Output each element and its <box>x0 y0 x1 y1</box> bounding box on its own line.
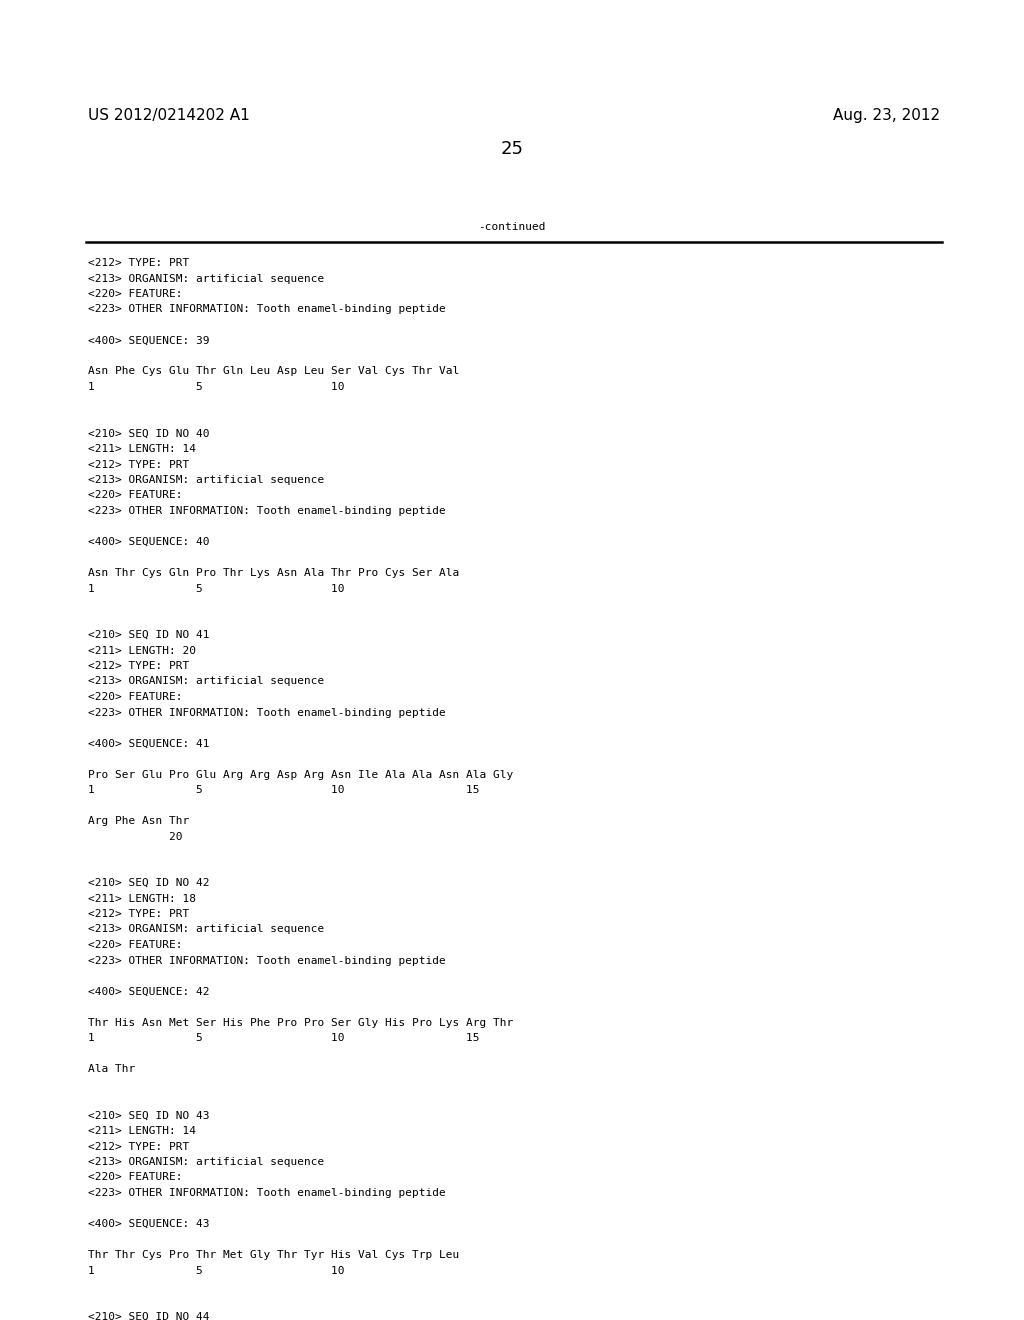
Text: <400> SEQUENCE: 39: <400> SEQUENCE: 39 <box>88 335 210 346</box>
Text: 20: 20 <box>88 832 182 842</box>
Text: <211> LENGTH: 14: <211> LENGTH: 14 <box>88 444 196 454</box>
Text: <212> TYPE: PRT: <212> TYPE: PRT <box>88 459 189 470</box>
Text: <210> SEQ ID NO 42: <210> SEQ ID NO 42 <box>88 878 210 888</box>
Text: <220> FEATURE:: <220> FEATURE: <box>88 289 182 300</box>
Text: <211> LENGTH: 20: <211> LENGTH: 20 <box>88 645 196 656</box>
Text: <400> SEQUENCE: 40: <400> SEQUENCE: 40 <box>88 537 210 546</box>
Text: <213> ORGANISM: artificial sequence: <213> ORGANISM: artificial sequence <box>88 475 325 484</box>
Text: <212> TYPE: PRT: <212> TYPE: PRT <box>88 1142 189 1151</box>
Text: Aug. 23, 2012: Aug. 23, 2012 <box>833 108 940 123</box>
Text: <210> SEQ ID NO 43: <210> SEQ ID NO 43 <box>88 1110 210 1121</box>
Text: 1               5                   10                  15: 1 5 10 15 <box>88 1034 479 1043</box>
Text: 1               5                   10: 1 5 10 <box>88 381 344 392</box>
Text: <223> OTHER INFORMATION: Tooth enamel-binding peptide: <223> OTHER INFORMATION: Tooth enamel-bi… <box>88 956 445 965</box>
Text: <211> LENGTH: 18: <211> LENGTH: 18 <box>88 894 196 903</box>
Text: <220> FEATURE:: <220> FEATURE: <box>88 940 182 950</box>
Text: <210> SEQ ID NO 41: <210> SEQ ID NO 41 <box>88 630 210 640</box>
Text: 1               5                   10: 1 5 10 <box>88 583 344 594</box>
Text: 1               5                   10                  15: 1 5 10 15 <box>88 785 479 795</box>
Text: <212> TYPE: PRT: <212> TYPE: PRT <box>88 661 189 671</box>
Text: Thr Thr Cys Pro Thr Met Gly Thr Tyr His Val Cys Trp Leu: Thr Thr Cys Pro Thr Met Gly Thr Tyr His … <box>88 1250 459 1261</box>
Text: <400> SEQUENCE: 41: <400> SEQUENCE: 41 <box>88 738 210 748</box>
Text: <213> ORGANISM: artificial sequence: <213> ORGANISM: artificial sequence <box>88 273 325 284</box>
Text: <213> ORGANISM: artificial sequence: <213> ORGANISM: artificial sequence <box>88 676 325 686</box>
Text: 1               5                   10: 1 5 10 <box>88 1266 344 1275</box>
Text: <210> SEQ ID NO 40: <210> SEQ ID NO 40 <box>88 429 210 438</box>
Text: <211> LENGTH: 14: <211> LENGTH: 14 <box>88 1126 196 1137</box>
Text: <223> OTHER INFORMATION: Tooth enamel-binding peptide: <223> OTHER INFORMATION: Tooth enamel-bi… <box>88 506 445 516</box>
Text: <213> ORGANISM: artificial sequence: <213> ORGANISM: artificial sequence <box>88 924 325 935</box>
Text: Ala Thr: Ala Thr <box>88 1064 135 1074</box>
Text: <212> TYPE: PRT: <212> TYPE: PRT <box>88 257 189 268</box>
Text: US 2012/0214202 A1: US 2012/0214202 A1 <box>88 108 250 123</box>
Text: <223> OTHER INFORMATION: Tooth enamel-binding peptide: <223> OTHER INFORMATION: Tooth enamel-bi… <box>88 708 445 718</box>
Text: Asn Thr Cys Gln Pro Thr Lys Asn Ala Thr Pro Cys Ser Ala: Asn Thr Cys Gln Pro Thr Lys Asn Ala Thr … <box>88 568 459 578</box>
Text: <210> SEQ ID NO 44: <210> SEQ ID NO 44 <box>88 1312 210 1320</box>
Text: <400> SEQUENCE: 42: <400> SEQUENCE: 42 <box>88 986 210 997</box>
Text: <223> OTHER INFORMATION: Tooth enamel-binding peptide: <223> OTHER INFORMATION: Tooth enamel-bi… <box>88 1188 445 1199</box>
Text: <212> TYPE: PRT: <212> TYPE: PRT <box>88 909 189 919</box>
Text: <213> ORGANISM: artificial sequence: <213> ORGANISM: artificial sequence <box>88 1158 325 1167</box>
Text: -continued: -continued <box>478 222 546 232</box>
Text: <400> SEQUENCE: 43: <400> SEQUENCE: 43 <box>88 1218 210 1229</box>
Text: Thr His Asn Met Ser His Phe Pro Pro Ser Gly His Pro Lys Arg Thr: Thr His Asn Met Ser His Phe Pro Pro Ser … <box>88 1018 513 1027</box>
Text: Pro Ser Glu Pro Glu Arg Arg Asp Arg Asn Ile Ala Ala Asn Ala Gly: Pro Ser Glu Pro Glu Arg Arg Asp Arg Asn … <box>88 770 513 780</box>
Text: <220> FEATURE:: <220> FEATURE: <box>88 491 182 500</box>
Text: 25: 25 <box>501 140 523 158</box>
Text: Asn Phe Cys Glu Thr Gln Leu Asp Leu Ser Val Cys Thr Val: Asn Phe Cys Glu Thr Gln Leu Asp Leu Ser … <box>88 367 459 376</box>
Text: Arg Phe Asn Thr: Arg Phe Asn Thr <box>88 816 189 826</box>
Text: <223> OTHER INFORMATION: Tooth enamel-binding peptide: <223> OTHER INFORMATION: Tooth enamel-bi… <box>88 305 445 314</box>
Text: <220> FEATURE:: <220> FEATURE: <box>88 1172 182 1183</box>
Text: <220> FEATURE:: <220> FEATURE: <box>88 692 182 702</box>
